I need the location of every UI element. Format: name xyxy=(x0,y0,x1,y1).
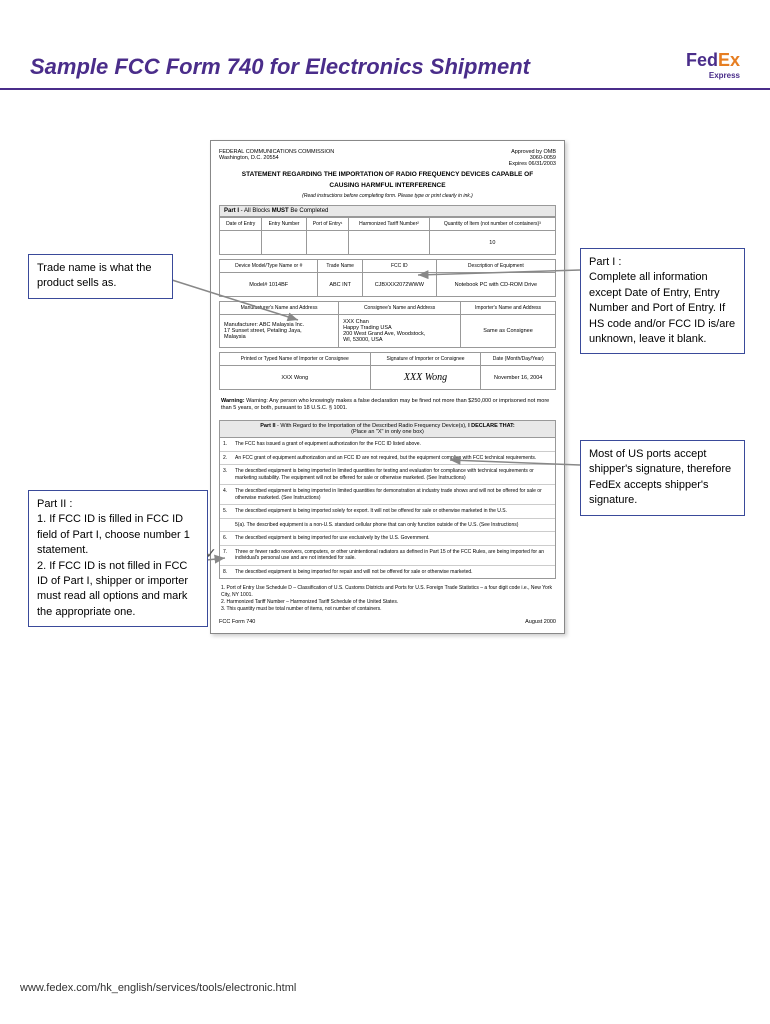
callout-trade-name: Trade name is what the product sells as. xyxy=(28,254,173,299)
form-id: FCC Form 740 xyxy=(219,619,255,625)
checkmark-icon: ✓ xyxy=(205,545,217,562)
table-device: Device Model/Type Name or #Trade NameFCC… xyxy=(219,259,556,297)
callout-part2: Part II : 1. If FCC ID is filled in FCC … xyxy=(28,490,208,627)
declarations-list: 1.The FCC has issued a grant of equipmen… xyxy=(219,438,556,579)
page-title: Sample FCC Form 740 for Electronics Ship… xyxy=(30,54,530,80)
fedex-logo: FedEx Express xyxy=(686,50,740,80)
form-address: Washington, D.C. 20554 xyxy=(219,155,334,161)
form-warning: Warning: Warning: Any person who knowing… xyxy=(221,398,554,412)
table-entry: Date of EntryEntry NumberPort of Entry¹H… xyxy=(219,217,556,255)
table-signature: Printed or Typed Name of Importer or Con… xyxy=(219,352,556,390)
part2-header: Part II - With Regard to the Importation… xyxy=(219,420,556,438)
table-parties: Manufacturer's Name and AddressConsignee… xyxy=(219,301,556,348)
form-date: August 2000 xyxy=(525,619,556,625)
callout-signature: Most of US ports accept shipper's signat… xyxy=(580,440,745,516)
footer-url: www.fedex.com/hk_english/services/tools/… xyxy=(20,982,296,994)
callout-part1: Part I : Complete all information except… xyxy=(580,248,745,354)
fcc-form-740: FEDERAL COMMUNICATIONS COMMISSION Washin… xyxy=(210,140,565,634)
form-statement: STATEMENT REGARDING THE IMPORTATION OF R… xyxy=(219,171,556,178)
footnotes: 1. Port of Entry Use Schedule D – Classi… xyxy=(221,585,554,613)
part1-header: Part I - All Blocks MUST Be Completed xyxy=(219,205,556,217)
